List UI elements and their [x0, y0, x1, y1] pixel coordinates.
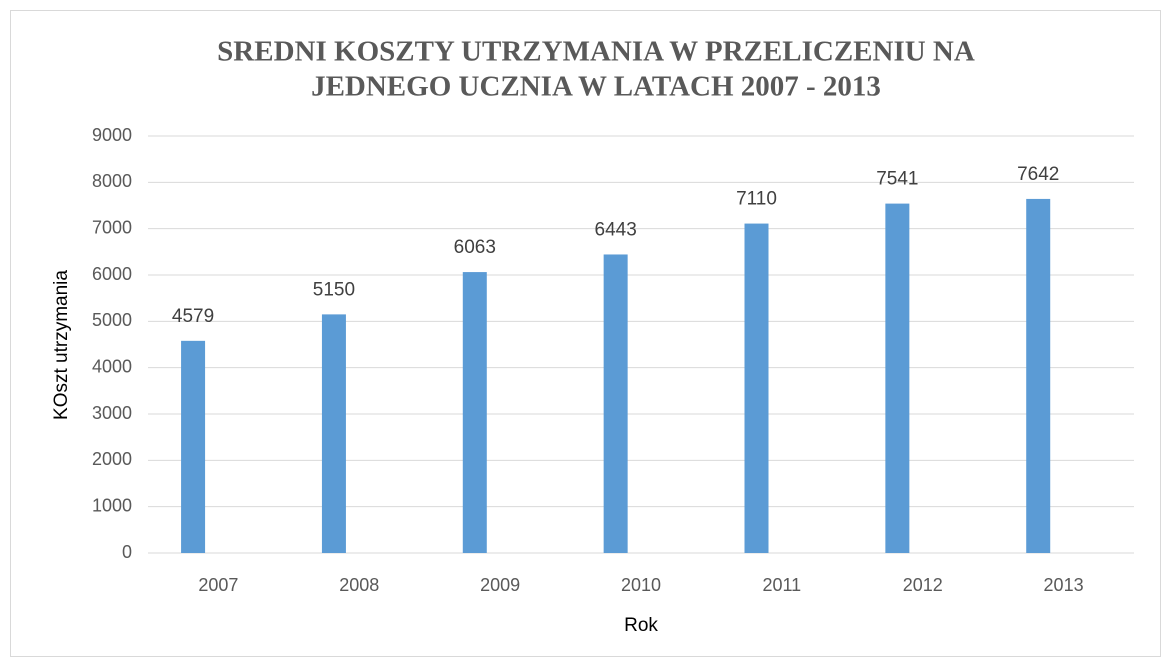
bar	[462, 272, 487, 553]
x-tick-label: 2007	[198, 575, 238, 595]
y-axis-title: KOszt utrzymania	[51, 270, 72, 420]
bar	[321, 314, 346, 553]
bar	[744, 223, 769, 553]
y-tick-label: 4000	[92, 356, 132, 376]
chart-border	[10, 10, 1161, 657]
data-label: 7110	[736, 189, 777, 210]
data-label: 7642	[1017, 164, 1059, 185]
bar	[885, 203, 910, 553]
x-tick-label: 2009	[480, 575, 520, 595]
data-label: 6443	[595, 219, 637, 240]
chart-title: JEDNEGO UCZNIA W LATACH 2007 - 2013	[311, 71, 881, 103]
x-tick-label: 2013	[1044, 575, 1084, 595]
bar	[1026, 198, 1051, 554]
y-tick-label: 5000	[92, 310, 132, 330]
y-tick-label: 8000	[92, 171, 132, 191]
data-label: 4579	[172, 306, 214, 327]
y-tick-label: 9000	[92, 125, 132, 145]
bar	[603, 254, 628, 553]
y-tick-label: 6000	[92, 264, 132, 284]
bar	[181, 340, 206, 553]
y-tick-label: 2000	[92, 449, 132, 469]
y-tick-label: 0	[122, 542, 132, 562]
data-label: 5150	[313, 279, 355, 300]
data-label: 7541	[876, 169, 918, 190]
y-tick-label: 7000	[92, 217, 132, 237]
x-tick-label: 2010	[621, 575, 661, 595]
y-tick-label: 1000	[92, 495, 132, 515]
x-axis-title: Rok	[624, 615, 658, 636]
data-label: 6063	[454, 237, 496, 258]
y-tick-label: 3000	[92, 403, 132, 423]
chart-title: SREDNI KOSZTY UTRZYMANIA W PRZELICZENIU …	[217, 36, 975, 68]
x-tick-label: 2008	[339, 575, 379, 595]
x-tick-label: 2012	[903, 575, 943, 595]
x-tick-label: 2011	[762, 575, 801, 595]
